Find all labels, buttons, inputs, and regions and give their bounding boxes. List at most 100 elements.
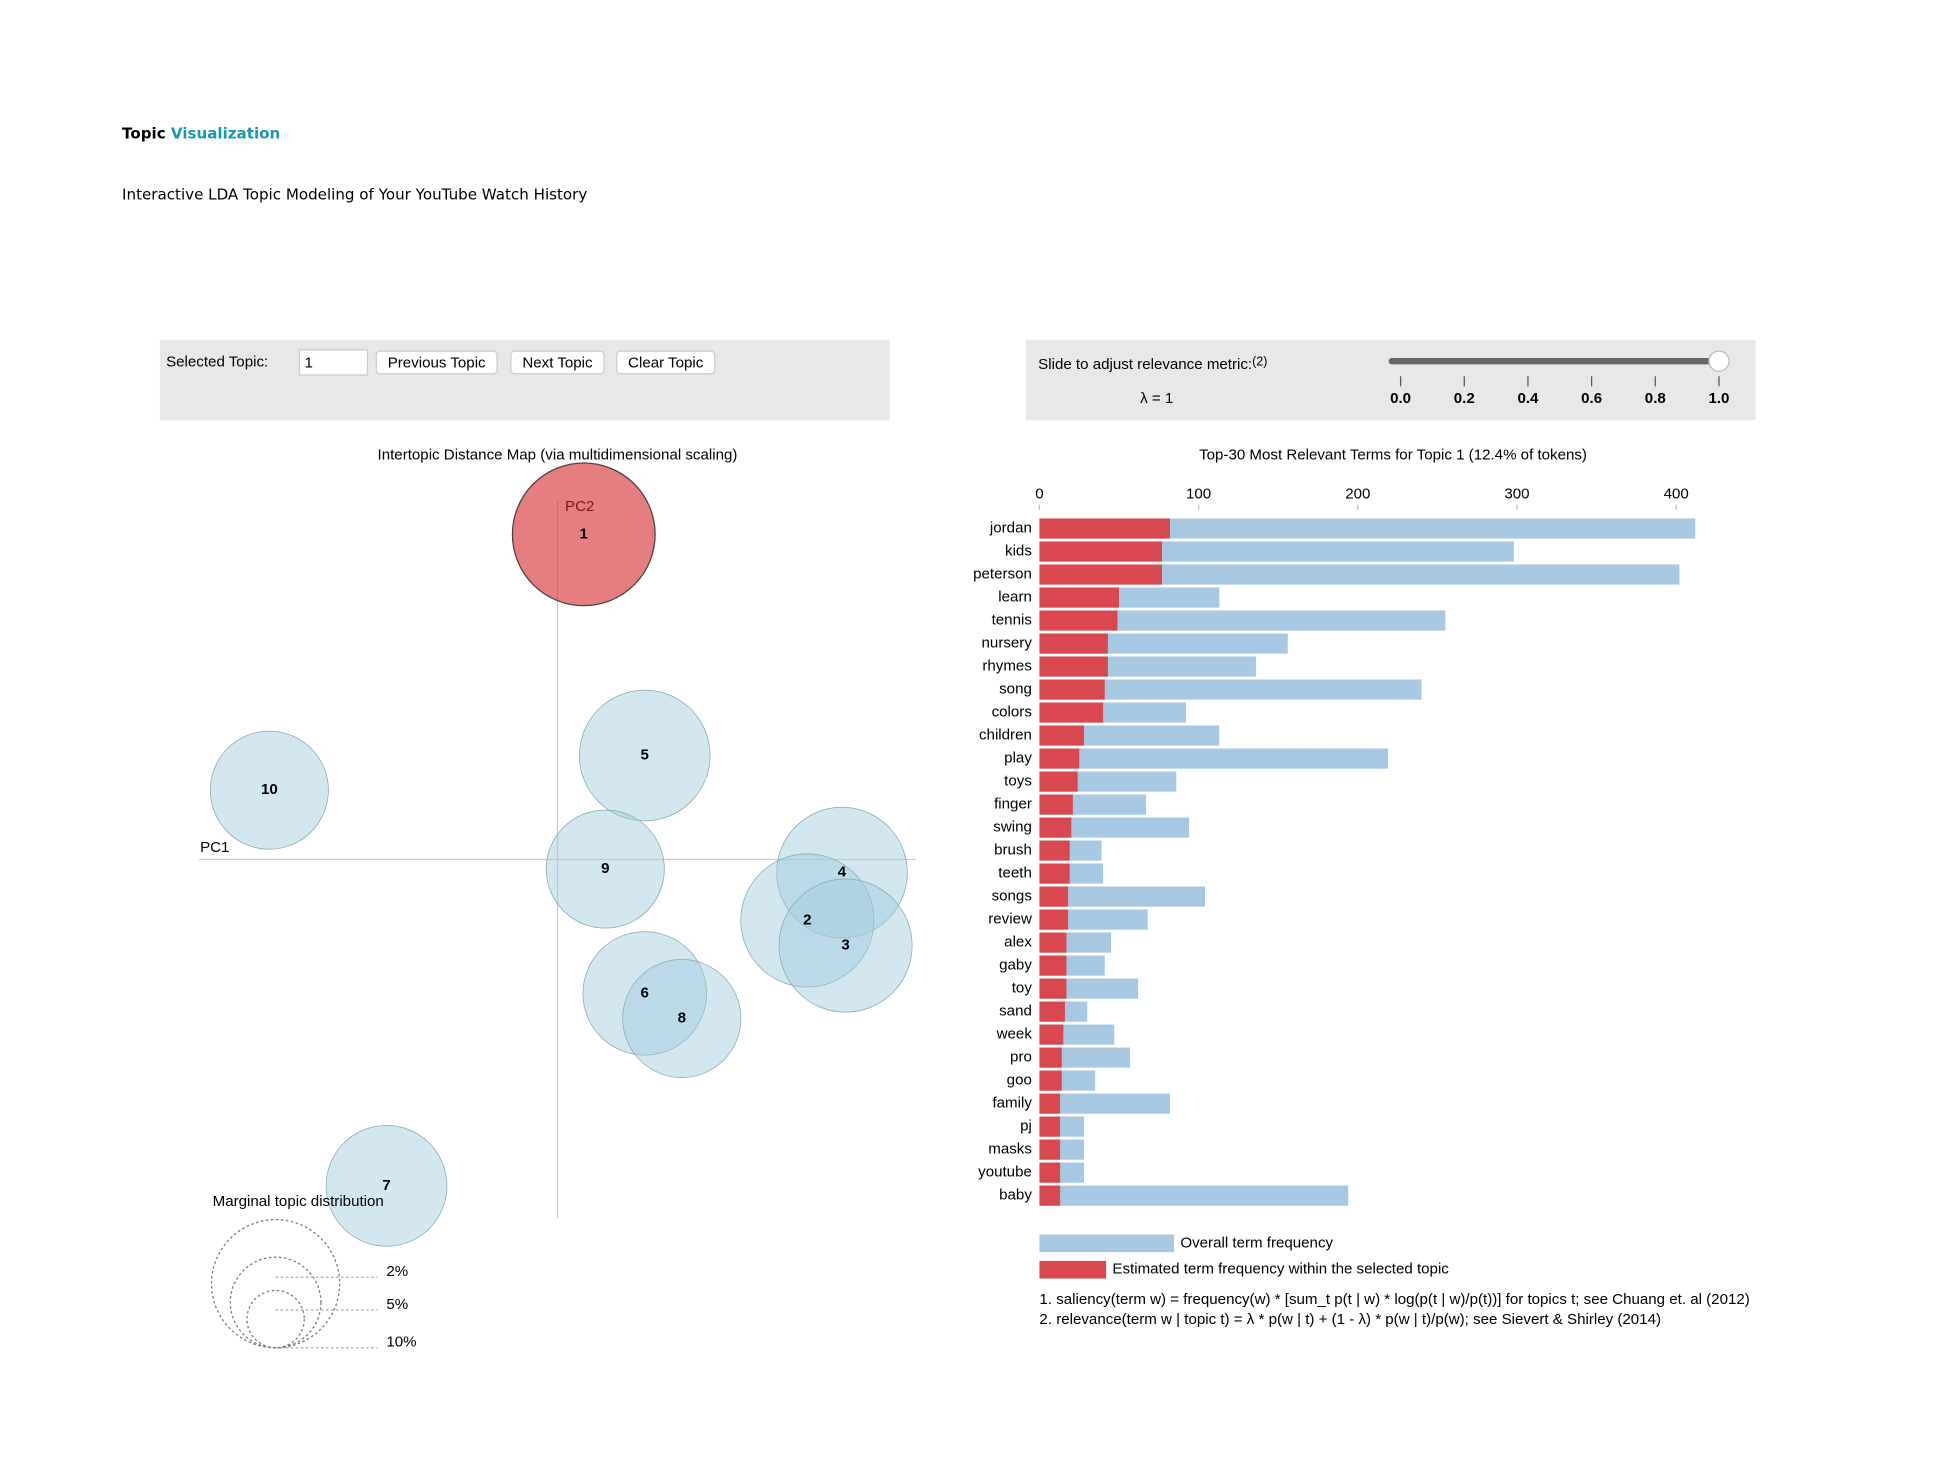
bar — [1039, 1162, 1061, 1183]
footnote: 1. saliency(term w) = frequency(w) * [su… — [1039, 1291, 1749, 1308]
topic-circle[interactable] — [740, 853, 875, 988]
topic-input-value[interactable]: 1 — [305, 355, 313, 372]
term-label[interactable]: goo — [1007, 1072, 1032, 1089]
topic-circle[interactable] — [622, 959, 742, 1078]
bar — [1039, 1001, 1065, 1022]
slider-tick-label: 0.0 — [1390, 390, 1411, 407]
topic-circle[interactable] — [579, 689, 711, 822]
button[interactable] — [615, 350, 716, 375]
size-legend-label: 10% — [386, 1334, 416, 1351]
bar — [1039, 518, 1696, 539]
bar — [1039, 1047, 1062, 1068]
bar — [1039, 840, 1070, 861]
size-legend-circle — [210, 1218, 341, 1349]
term-label[interactable]: family — [992, 1095, 1032, 1112]
subtitle: Interactive LDA Topic Modeling of Your Y… — [122, 186, 587, 204]
term-label[interactable]: alex — [1004, 934, 1032, 951]
topic-label: 5 — [641, 746, 649, 763]
term-label[interactable]: pro — [1010, 1049, 1032, 1066]
lambda-label: λ = 1 — [1140, 390, 1173, 407]
size-legend-circle — [229, 1256, 322, 1349]
term-label[interactable]: swing — [993, 819, 1032, 836]
term-label[interactable]: kids — [1005, 543, 1032, 560]
bar — [1039, 863, 1070, 884]
term-label[interactable]: week — [996, 1026, 1033, 1043]
title: Topic Visualization — [122, 124, 280, 142]
topic-label: 3 — [841, 937, 849, 954]
bar — [1039, 1093, 1170, 1114]
topic-label: 6 — [641, 984, 649, 1001]
bar — [1039, 1047, 1131, 1068]
term-label[interactable]: pj — [1020, 1118, 1032, 1135]
bar — [1039, 748, 1080, 769]
selected-label: Selected Topic: — [166, 353, 268, 370]
bar — [1039, 748, 1389, 769]
term-label[interactable]: finger — [994, 796, 1032, 813]
bar — [1039, 541, 1163, 562]
topic-label: 7 — [382, 1177, 390, 1194]
bar — [1039, 564, 1163, 585]
bar — [1039, 587, 1120, 608]
term-label[interactable]: peterson — [973, 566, 1032, 583]
term-label[interactable]: brush — [994, 842, 1032, 859]
topic-circle[interactable] — [778, 878, 913, 1013]
bar — [1039, 633, 1108, 654]
topic-label: 10 — [261, 781, 278, 798]
bar — [1039, 518, 1170, 539]
size-legend-label: 2% — [386, 1263, 408, 1280]
button[interactable] — [510, 350, 605, 375]
term-label[interactable]: sand — [999, 1003, 1032, 1020]
term-label[interactable]: tennis — [992, 612, 1032, 629]
bar — [1039, 1185, 1349, 1206]
slider-note: (2) — [1252, 355, 1267, 369]
button-label[interactable]: Next Topic — [522, 355, 593, 372]
button-label[interactable]: Previous Topic — [388, 355, 486, 372]
bar — [1039, 886, 1205, 907]
bar — [1039, 886, 1069, 907]
term-label[interactable]: songs — [992, 888, 1032, 905]
term-label[interactable]: gaby — [999, 957, 1032, 974]
slider-tick-label: 0.8 — [1645, 390, 1666, 407]
topic-circle[interactable] — [545, 809, 665, 929]
bar — [1039, 932, 1067, 953]
topic-label: 2 — [803, 911, 811, 928]
bar — [1039, 725, 1220, 746]
term-label[interactable]: masks — [988, 1141, 1032, 1158]
term-label[interactable]: toys — [1004, 773, 1032, 790]
bar — [1039, 1185, 1061, 1206]
term-label[interactable]: rhymes — [982, 658, 1031, 675]
button[interactable] — [375, 350, 498, 375]
legend-swatch — [1039, 1234, 1175, 1253]
x-axis-label: PC1 — [200, 839, 229, 856]
size-legend-label: 5% — [386, 1296, 408, 1313]
topic-input[interactable] — [298, 349, 369, 376]
bar — [1039, 702, 1104, 723]
term-label[interactable]: learn — [998, 589, 1032, 606]
topic-circle[interactable] — [209, 730, 329, 850]
term-label[interactable]: children — [979, 727, 1032, 744]
term-label[interactable]: toy — [1012, 980, 1033, 997]
bar — [1039, 817, 1190, 838]
topic-label: 1 — [580, 525, 588, 542]
x-tick-label: 100 — [1186, 486, 1211, 503]
term-label[interactable]: song — [999, 681, 1032, 698]
topic-circle[interactable] — [582, 931, 707, 1056]
term-label[interactable]: review — [988, 911, 1032, 928]
term-label[interactable]: baby — [999, 1187, 1032, 1204]
slider-knob[interactable] — [1708, 350, 1730, 372]
term-label[interactable]: play — [1004, 750, 1032, 767]
footnote: 2. relevance(term w | topic t) = λ * p(w… — [1039, 1311, 1661, 1328]
term-label[interactable]: youtube — [978, 1164, 1032, 1181]
topic-circle[interactable] — [776, 806, 908, 939]
term-label[interactable]: nursery — [982, 635, 1033, 652]
topic-label: 4 — [838, 864, 847, 881]
term-label[interactable]: teeth — [998, 865, 1032, 882]
topic-circle[interactable] — [511, 462, 656, 607]
button-label[interactable]: Clear Topic — [628, 355, 704, 372]
term-label[interactable]: jordan — [989, 520, 1032, 537]
topic-circle[interactable] — [325, 1125, 448, 1247]
term-label[interactable]: colors — [992, 704, 1032, 721]
bar — [1039, 610, 1446, 631]
